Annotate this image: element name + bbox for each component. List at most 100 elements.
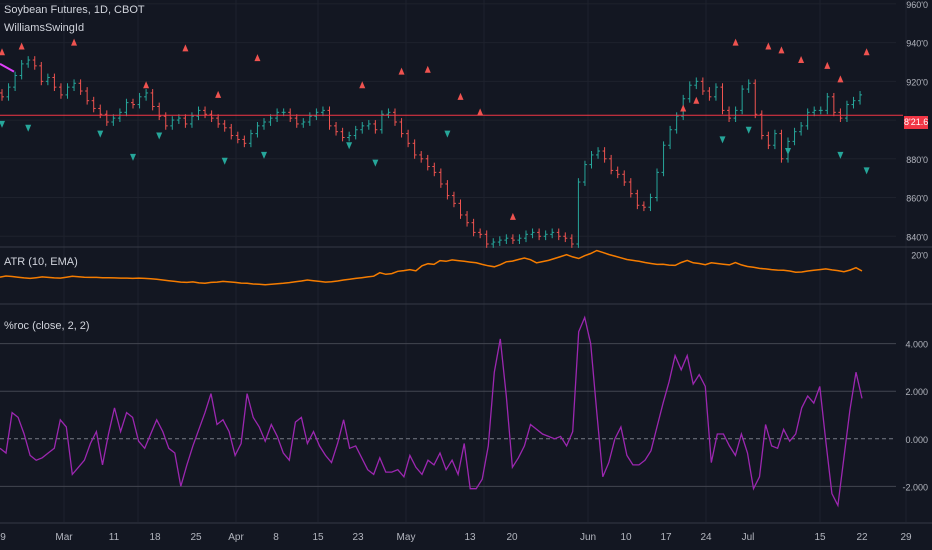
ohlc-bar — [157, 102, 162, 121]
ohlc-bar — [510, 234, 515, 244]
ohlc-bar — [144, 89, 149, 101]
ohlc-bar — [52, 73, 57, 92]
chart-title: Soybean Futures, 1D, CBOT — [4, 4, 145, 16]
ohlc-bar — [248, 129, 253, 148]
time-axis: 9 Mar 11 18 25 Apr 8 15 23 May 13 20 Jun 10 17 24 Jul 15 2… — [0, 532, 912, 543]
swing-high-triangle — [798, 56, 805, 64]
ohlc-bar — [19, 60, 24, 80]
atr-series-line — [0, 249, 863, 286]
ohlc-bar — [694, 77, 699, 90]
ohlc-bar — [648, 193, 653, 212]
ohlc-bar — [432, 162, 437, 177]
ohlc-bar — [844, 100, 849, 122]
ohlc-bar — [582, 160, 587, 186]
time-axis-label: 15 — [814, 532, 826, 543]
grid-lines — [63, 0, 907, 522]
ohlc-bar — [366, 120, 371, 130]
ohlc-bar — [406, 129, 411, 148]
ohlc-bar — [294, 114, 299, 128]
ohlc-bar — [124, 98, 129, 117]
ohlc-bar — [137, 92, 142, 109]
ohlc-bar — [713, 83, 718, 101]
ohlc-bar — [451, 191, 456, 208]
price-axis-label: 960'0 — [906, 0, 928, 10]
ohlc-bar — [72, 79, 77, 92]
ohlc-bar — [563, 232, 568, 243]
swing-high-triangle — [254, 54, 261, 62]
time-axis-label: Apr — [228, 532, 244, 543]
roc-series-line — [0, 315, 863, 508]
ohlc-bar — [465, 211, 470, 227]
ohlc-bar — [85, 87, 90, 105]
price-bars — [0, 56, 863, 248]
time-axis-label: Mar — [55, 532, 73, 543]
time-axis-label: 17 — [660, 532, 672, 543]
swing-high-triangle — [359, 81, 366, 89]
swing-high-triangle — [837, 75, 844, 83]
ohlc-bar — [419, 151, 424, 163]
swing-high-triangle — [477, 108, 484, 116]
swing-high-triangle — [0, 48, 5, 56]
ohlc-bar — [255, 122, 260, 138]
ohlc-bar — [556, 228, 561, 241]
ohlc-bar — [799, 122, 804, 136]
time-axis-label: 23 — [352, 532, 364, 543]
ohlc-bar — [596, 147, 601, 159]
ohlc-bar — [39, 61, 44, 86]
time-axis-label: 18 — [149, 532, 161, 543]
ohlc-bar — [661, 141, 666, 177]
swing-low-triangle — [0, 120, 5, 128]
ohlc-bar — [543, 230, 548, 241]
ohlc-bar — [58, 83, 63, 99]
time-axis-label: May — [397, 532, 416, 543]
ohlc-bar — [32, 56, 37, 70]
swing-low-triangle — [745, 126, 752, 134]
ohlc-bar — [615, 166, 620, 179]
ohlc-bar — [131, 98, 135, 109]
ohlc-bar — [537, 228, 542, 241]
ohlc-bar — [609, 154, 614, 175]
ohlc-bar — [766, 131, 771, 150]
swing-low-triangle — [156, 132, 163, 140]
swing-high-triangle — [424, 65, 431, 73]
ohlc-bar — [445, 180, 450, 200]
swing-high-triangle — [18, 42, 25, 50]
ohlc-bar — [700, 77, 705, 95]
ohlc-bar — [216, 114, 221, 128]
ohlc-bar — [242, 135, 247, 148]
swing-high-triangle — [457, 92, 464, 100]
ohlc-bar — [812, 106, 817, 117]
ohlc-bar — [504, 234, 509, 244]
ohlc-bar — [471, 218, 476, 237]
indicator-label: WilliamsSwingId — [4, 22, 85, 34]
ohlc-bar — [327, 106, 332, 130]
ohlc-bar — [65, 83, 70, 99]
ohlc-bar — [176, 114, 181, 124]
ohlc-bar — [478, 228, 483, 239]
swing-low-triangle — [25, 124, 32, 132]
ohlc-bar — [314, 108, 319, 121]
ohlc-bar — [98, 104, 103, 119]
time-axis-label: 9 — [0, 532, 6, 543]
time-axis-label: 29 — [900, 532, 912, 543]
ohlc-bar — [104, 110, 109, 126]
ohlc-bar — [438, 168, 443, 188]
ohlc-bar — [393, 108, 397, 126]
ohlc-bar — [491, 238, 496, 248]
ohlc-bar — [720, 83, 725, 115]
ohlc-bar — [727, 106, 732, 122]
ohlc-bar — [6, 83, 11, 101]
swing-low-triangle — [97, 130, 104, 138]
time-axis-label: 10 — [620, 532, 632, 543]
atr-pane: 20'0 — [0, 249, 928, 286]
swing-low-triangle — [372, 159, 379, 167]
ohlc-bar — [484, 230, 489, 248]
swing-low-triangle — [346, 142, 353, 150]
time-axis-label: 15 — [312, 532, 324, 543]
swing-low-triangle — [261, 151, 267, 159]
ohlc-bar — [858, 91, 863, 105]
ohlc-bar — [235, 131, 240, 144]
ohlc-bar — [340, 127, 345, 142]
